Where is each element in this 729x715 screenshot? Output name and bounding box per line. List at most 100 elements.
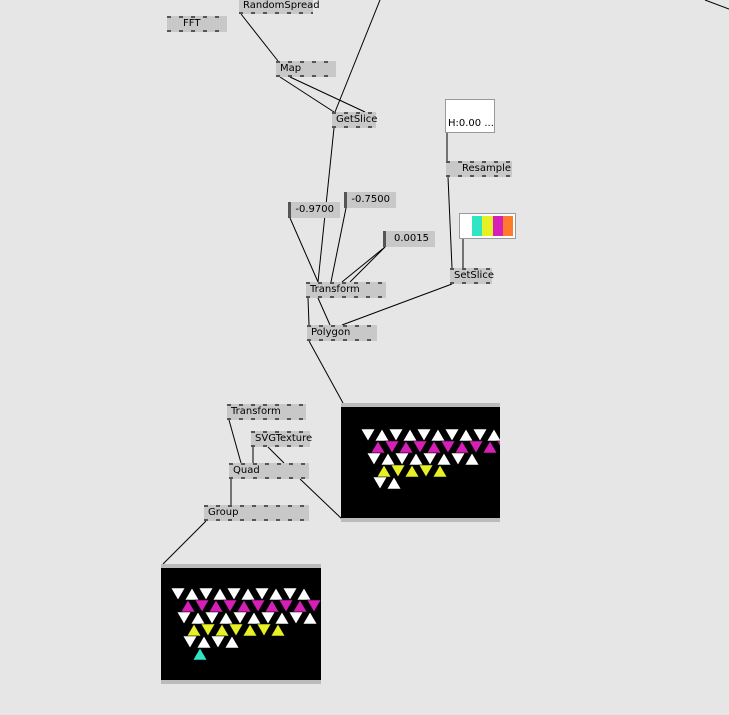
triangle <box>240 587 256 601</box>
node[interactable]: SVGTexture <box>251 431 312 447</box>
triangle <box>430 428 446 442</box>
triangle <box>454 440 470 454</box>
triangle <box>422 452 438 466</box>
link <box>267 446 285 464</box>
node[interactable]: Map <box>276 61 336 77</box>
link <box>240 13 279 62</box>
link <box>289 76 366 113</box>
triangle <box>444 428 460 442</box>
triangle <box>196 635 212 649</box>
color-swatch[interactable] <box>459 213 516 239</box>
triangle <box>186 623 202 637</box>
triangle <box>224 635 240 649</box>
triangle <box>468 440 484 454</box>
triangle <box>200 623 216 637</box>
triangle <box>394 452 410 466</box>
triangle <box>228 623 244 637</box>
link <box>317 297 331 326</box>
triangle <box>472 428 488 442</box>
triangle <box>384 440 400 454</box>
triangle <box>432 464 448 478</box>
triangle <box>226 587 242 601</box>
triangle <box>204 611 220 625</box>
triangle <box>386 476 402 490</box>
triangle <box>360 428 376 442</box>
triangle <box>236 599 252 613</box>
triangle <box>482 440 498 454</box>
triangle <box>288 611 304 625</box>
triangle <box>184 587 200 601</box>
triangle <box>192 647 208 661</box>
triangle <box>372 476 388 490</box>
value-box[interactable]: 0.0015 <box>383 231 435 247</box>
triangle <box>374 428 390 442</box>
triangle <box>496 440 512 454</box>
triangle <box>302 611 318 625</box>
node[interactable]: SetSlice <box>450 268 494 284</box>
node[interactable]: GetSlice <box>332 112 377 128</box>
link <box>228 419 242 464</box>
triangle <box>176 611 192 625</box>
triangle <box>426 440 442 454</box>
node[interactable]: Transform <box>306 282 386 298</box>
link <box>162 520 207 565</box>
node[interactable]: Transform <box>227 404 306 420</box>
triangle <box>264 599 280 613</box>
triangle <box>210 635 226 649</box>
renderer[interactable] <box>341 403 512 522</box>
triangle <box>180 599 196 613</box>
triangle <box>214 623 230 637</box>
node[interactable]: Group <box>204 505 309 521</box>
triangle <box>254 587 270 601</box>
triangle <box>274 611 290 625</box>
triangle <box>450 452 466 466</box>
link <box>279 76 335 113</box>
node[interactable]: RandomSpread <box>239 0 320 14</box>
renderer[interactable] <box>161 564 336 684</box>
node[interactable]: Polygon <box>307 325 377 341</box>
node[interactable]: FFT <box>167 16 227 32</box>
link <box>334 0 381 113</box>
value-box[interactable]: -0.7500 <box>344 192 396 208</box>
triangle <box>260 611 276 625</box>
triangle <box>270 623 286 637</box>
value-box[interactable]: -0.9700 <box>288 202 340 218</box>
triangle <box>194 599 210 613</box>
triangle <box>296 587 312 601</box>
triangle <box>486 428 502 442</box>
triangle <box>306 599 322 613</box>
triangle <box>246 611 262 625</box>
link <box>289 217 319 283</box>
triangle <box>370 440 386 454</box>
triangle <box>212 587 228 601</box>
triangle <box>398 440 414 454</box>
triangle <box>380 452 396 466</box>
triangle <box>458 428 474 442</box>
triangle <box>412 440 428 454</box>
triangle <box>418 464 434 478</box>
node[interactable]: Quad <box>229 463 309 479</box>
triangle <box>198 587 214 601</box>
triangle <box>282 587 298 601</box>
triangle <box>404 464 420 478</box>
triangle <box>268 587 284 601</box>
triangle <box>190 611 206 625</box>
link <box>299 478 344 521</box>
node[interactable]: Resample <box>446 161 512 177</box>
triangle <box>256 623 272 637</box>
triangle <box>366 452 382 466</box>
link <box>341 246 386 283</box>
link <box>704 0 729 10</box>
color-node[interactable]: H:0.00 ... <box>445 99 495 133</box>
triangle <box>242 623 258 637</box>
triangle <box>278 599 294 613</box>
render-output <box>360 428 512 490</box>
triangle <box>182 635 198 649</box>
triangle <box>408 452 424 466</box>
triangle <box>388 428 404 442</box>
render-output <box>170 587 336 661</box>
triangle <box>390 464 406 478</box>
link <box>447 176 453 269</box>
